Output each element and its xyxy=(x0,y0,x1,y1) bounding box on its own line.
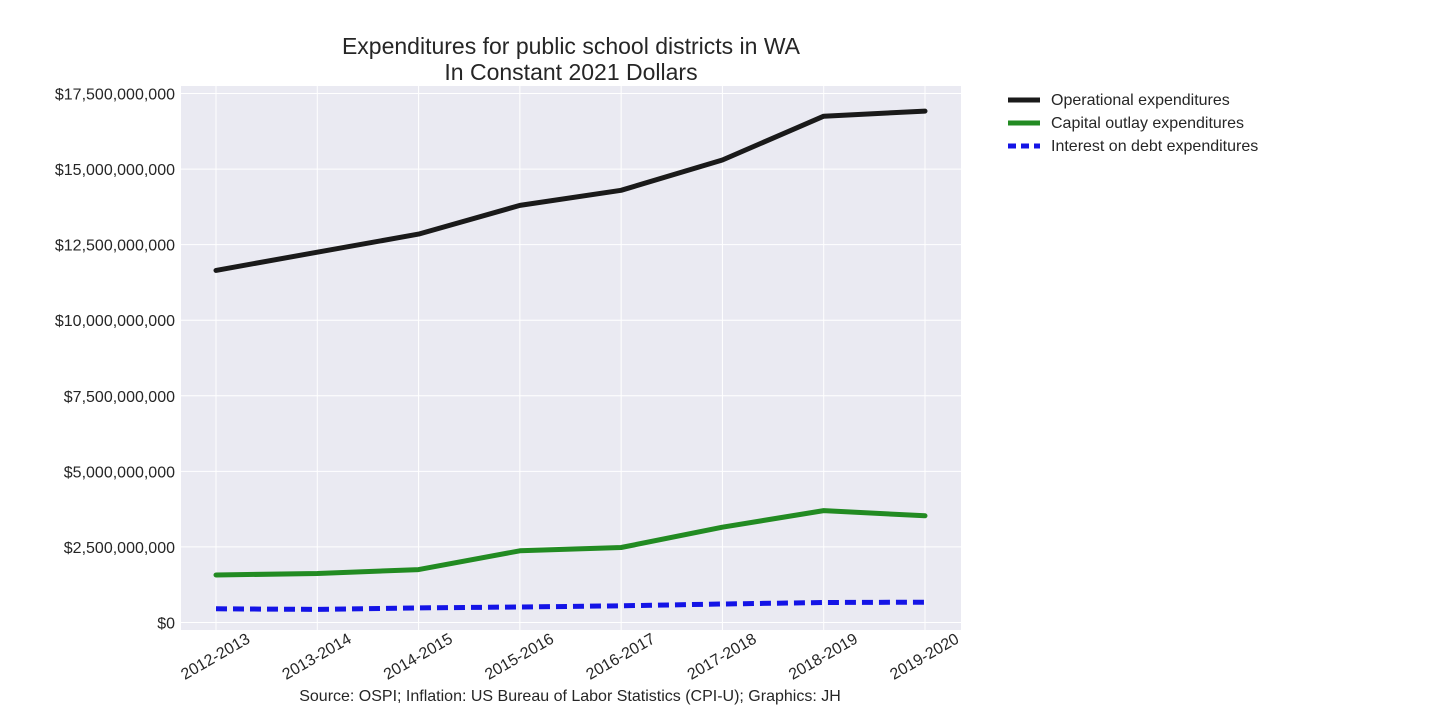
x-axis: 2012-2013 2013-2014 2014-2015 2015-2016 2016… xyxy=(178,631,962,684)
chart-title: Expenditures for public school districts… xyxy=(342,33,801,59)
legend: Operational expenditures Capital outlay e… xyxy=(1008,92,1258,155)
y-tick-label: $0 xyxy=(157,615,175,632)
x-tick-label: 2019-2020 xyxy=(887,631,962,684)
x-tick-label: 2012-2013 xyxy=(178,631,253,684)
legend-label-operational-expenditures: Operational expenditures xyxy=(1051,92,1230,109)
y-tick-label: $15,000,000,000 xyxy=(55,162,175,179)
x-tick-label: 2018-2019 xyxy=(786,631,861,684)
legend-label-capital-outlay-expenditures: Capital outlay expenditures xyxy=(1051,115,1244,132)
y-tick-label: $5,000,000,000 xyxy=(64,464,175,481)
x-tick-label: 2013-2014 xyxy=(280,631,355,684)
y-tick-label: $7,500,000,000 xyxy=(64,389,175,406)
y-tick-label: $12,500,000,000 xyxy=(55,238,175,255)
y-tick-label: $17,500,000,000 xyxy=(55,87,175,104)
y-tick-label: $2,500,000,000 xyxy=(64,540,175,557)
x-tick-label: 2017-2018 xyxy=(685,631,760,684)
x-tick-label: 2015-2016 xyxy=(482,631,557,684)
legend-label-interest-on-debt-expenditures: Interest on debt expenditures xyxy=(1051,138,1258,155)
plot-area-group: $0 $2,500,000,000 $5,000,000,000 $7,500,000… xyxy=(55,86,1258,684)
x-tick-label: 2014-2015 xyxy=(381,631,456,684)
chart-source-caption: Source: OSPI; Inflation: US Bureau of La… xyxy=(299,688,841,705)
y-axis: $0 $2,500,000,000 $5,000,000,000 $7,500,000… xyxy=(55,87,175,633)
x-tick-label: 2016-2017 xyxy=(584,631,659,684)
y-tick-label: $10,000,000,000 xyxy=(55,313,175,330)
chart-subtitle: In Constant 2021 Dollars xyxy=(444,59,697,85)
